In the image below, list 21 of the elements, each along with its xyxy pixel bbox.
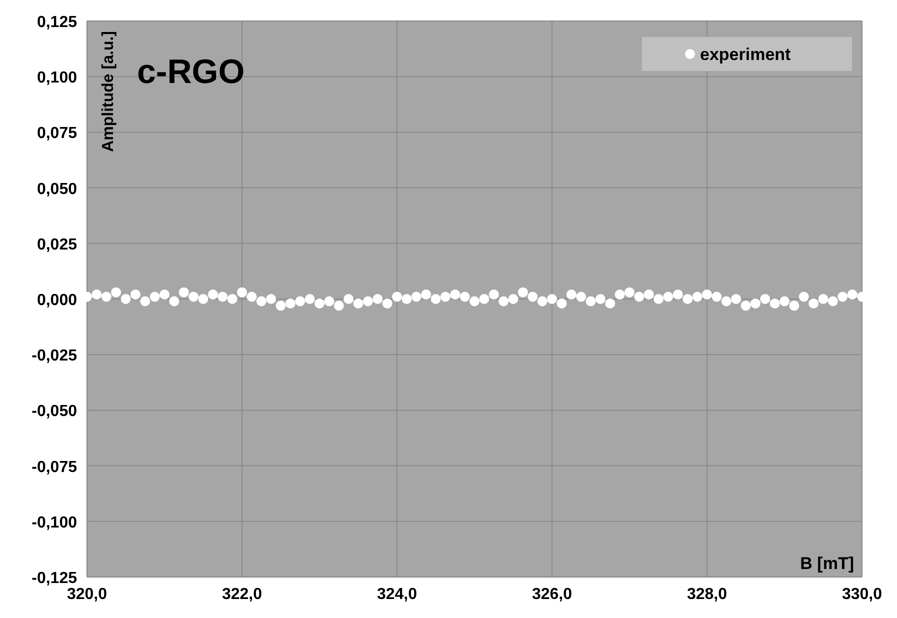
annotation: c-RGO [137,53,245,91]
y-tick-label: -0,050 [32,403,78,420]
x-tick-label: 328,0 [686,586,728,603]
y-tick-label: -0,125 [32,570,78,587]
x-tick-label: 326,0 [532,586,572,603]
x-axis-title: B [mT] [800,554,854,573]
y-tick-label: 0,075 [36,125,78,142]
legend-label: experiment [700,45,792,64]
y-axis-title: Amplitude [a.u.] [100,31,117,152]
x-tick-label: 320,0 [66,586,108,603]
y-tick-label: 0,000 [36,292,78,309]
y-tick-label: 0,025 [36,236,78,254]
y-tick-label: 0,100 [36,70,78,87]
x-tick-label: 324,0 [376,586,418,603]
y-tick-label: -0,025 [32,348,78,365]
y-tick-label: -0,100 [32,514,78,532]
y-tick-label: 0,125 [36,14,78,31]
y-tick-label: -0,075 [32,458,78,476]
x-tick-label: 322,0 [222,586,262,603]
x-tick-label: 330,0 [842,586,882,603]
y-tick-label: 0,050 [36,180,78,198]
